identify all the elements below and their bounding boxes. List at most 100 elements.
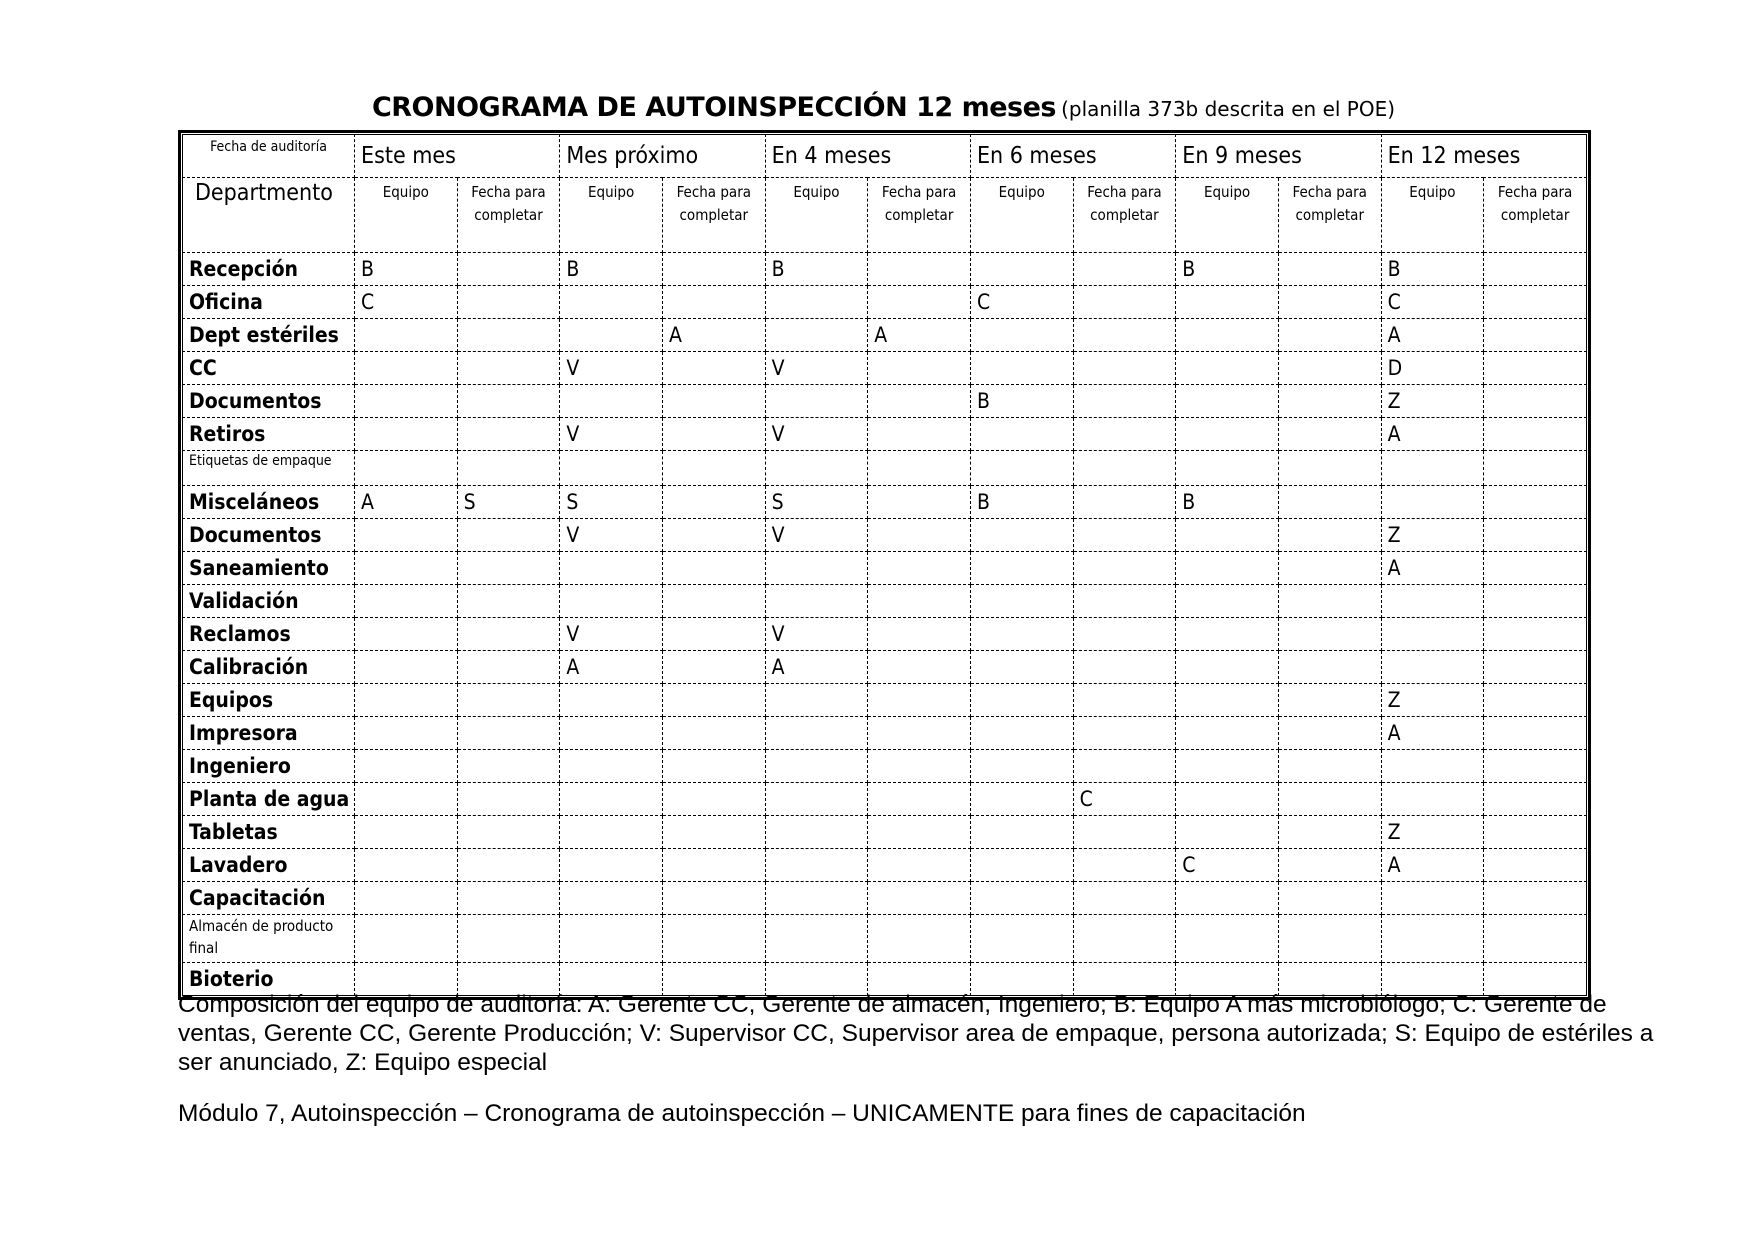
fecha-cell xyxy=(1277,351,1382,385)
fecha-cell xyxy=(661,782,766,816)
fecha-cell xyxy=(867,749,971,783)
fecha-cell xyxy=(867,782,971,816)
table-row: Dept estériles A A A xyxy=(182,318,1587,352)
equipo-cell xyxy=(559,318,663,352)
equipo-cell xyxy=(1175,716,1279,750)
equipo-cell xyxy=(559,683,663,717)
fecha-cell xyxy=(1072,881,1177,915)
fecha-cell xyxy=(867,551,971,585)
fecha-cell xyxy=(1277,318,1382,352)
header-row-subheaders: Departmento Equipo Fecha para completar Equ… xyxy=(182,177,1587,253)
fecha-cell xyxy=(1483,914,1587,963)
equipo-cell xyxy=(969,551,1074,585)
equipo-cell xyxy=(1175,881,1279,915)
fecha-cell xyxy=(867,485,971,519)
equipo-cell xyxy=(354,749,458,783)
fecha-cell xyxy=(1277,716,1382,750)
department-name: Reclamos xyxy=(182,617,355,651)
equipo-cell xyxy=(969,450,1074,486)
schedule-table: Fecha de auditoría Este mes Mes próximo En … xyxy=(178,130,1591,1000)
equipo-cell: B xyxy=(969,485,1074,519)
fecha-header: Fecha para completar xyxy=(1277,177,1382,253)
equipo-cell xyxy=(1380,617,1485,651)
equipo-cell xyxy=(1175,617,1279,651)
equipo-cell: A xyxy=(764,650,869,684)
equipo-cell: C xyxy=(354,285,458,319)
fecha-cell xyxy=(867,617,971,651)
equipo-cell xyxy=(1380,962,1485,996)
equipo-cell: A xyxy=(1380,318,1485,352)
fecha-cell xyxy=(661,815,766,849)
fecha-cell xyxy=(456,683,561,717)
fecha-cell xyxy=(1277,551,1382,585)
fecha-cell xyxy=(867,914,971,963)
fecha-cell xyxy=(1483,716,1587,750)
fecha-cell xyxy=(456,617,561,651)
table-row: Validación xyxy=(182,584,1587,618)
equipo-cell xyxy=(764,848,869,882)
equipo-cell xyxy=(764,914,869,963)
department-name: Documentos xyxy=(182,384,355,418)
fecha-header: Fecha para completar xyxy=(1072,177,1177,253)
fecha-cell xyxy=(661,551,766,585)
fecha-cell xyxy=(1072,318,1177,352)
table-row: Misceláneos A S S S B B xyxy=(182,485,1587,519)
fecha-cell xyxy=(661,683,766,717)
equipo-cell xyxy=(559,749,663,783)
fecha-cell xyxy=(661,617,766,651)
fecha-cell xyxy=(1072,351,1177,385)
equipo-cell xyxy=(559,716,663,750)
fecha-header: Fecha para completar xyxy=(661,177,766,253)
fecha-cell xyxy=(456,962,561,996)
equipo-cell xyxy=(1380,650,1485,684)
equipo-cell xyxy=(969,683,1074,717)
fecha-cell xyxy=(456,351,561,385)
equipo-cell: B xyxy=(764,252,869,286)
fecha-cell xyxy=(661,749,766,783)
fecha-cell xyxy=(456,318,561,352)
equipo-cell: B xyxy=(354,252,458,286)
equipo-cell xyxy=(1175,417,1279,451)
fecha-cell xyxy=(456,551,561,585)
table-row: Recepción B B B B B xyxy=(182,252,1587,286)
equipo-cell: V xyxy=(764,417,869,451)
department-name: CC xyxy=(182,351,355,385)
equipo-cell xyxy=(354,384,458,418)
equipo-cell xyxy=(764,962,869,996)
fecha-cell xyxy=(1072,252,1177,286)
equipo-cell: A xyxy=(1380,716,1485,750)
equipo-cell xyxy=(354,881,458,915)
fecha-cell xyxy=(661,252,766,286)
fecha-cell xyxy=(1483,683,1587,717)
fecha-cell xyxy=(456,848,561,882)
equipo-cell xyxy=(354,351,458,385)
equipo-cell xyxy=(764,782,869,816)
fecha-cell xyxy=(1277,650,1382,684)
table-row: Planta de agua C xyxy=(182,782,1587,816)
fecha-cell xyxy=(1277,485,1382,519)
equipo-cell xyxy=(354,716,458,750)
fecha-cell xyxy=(456,518,561,552)
equipo-cell xyxy=(764,584,869,618)
department-name: Lavadero xyxy=(182,848,355,882)
equipo-cell xyxy=(559,584,663,618)
equipo-cell: Z xyxy=(1380,518,1485,552)
fecha-cell xyxy=(1483,485,1587,519)
department-name: Bioterio xyxy=(182,962,355,996)
fecha-cell xyxy=(1072,815,1177,849)
equipo-cell xyxy=(1380,881,1485,915)
fecha-cell xyxy=(1277,384,1382,418)
fecha-cell xyxy=(1072,962,1177,996)
equipo-cell xyxy=(1175,551,1279,585)
equipo-cell: V xyxy=(764,351,869,385)
fecha-cell xyxy=(456,716,561,750)
department-name: Equipos xyxy=(182,683,355,717)
equipo-header: Equipo xyxy=(1380,177,1485,253)
period-header: En 12 meses xyxy=(1380,134,1588,178)
fecha-cell xyxy=(1072,285,1177,319)
department-name: Impresora xyxy=(182,716,355,750)
fecha-cell xyxy=(1483,881,1587,915)
table-row: Etiquetas de empaque xyxy=(182,450,1587,486)
equipo-cell xyxy=(354,318,458,352)
equipo-cell: B xyxy=(1380,252,1485,286)
